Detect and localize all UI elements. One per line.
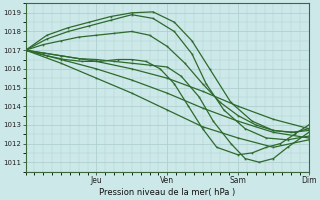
X-axis label: Pression niveau de la mer( hPa ): Pression niveau de la mer( hPa ) <box>99 188 235 197</box>
